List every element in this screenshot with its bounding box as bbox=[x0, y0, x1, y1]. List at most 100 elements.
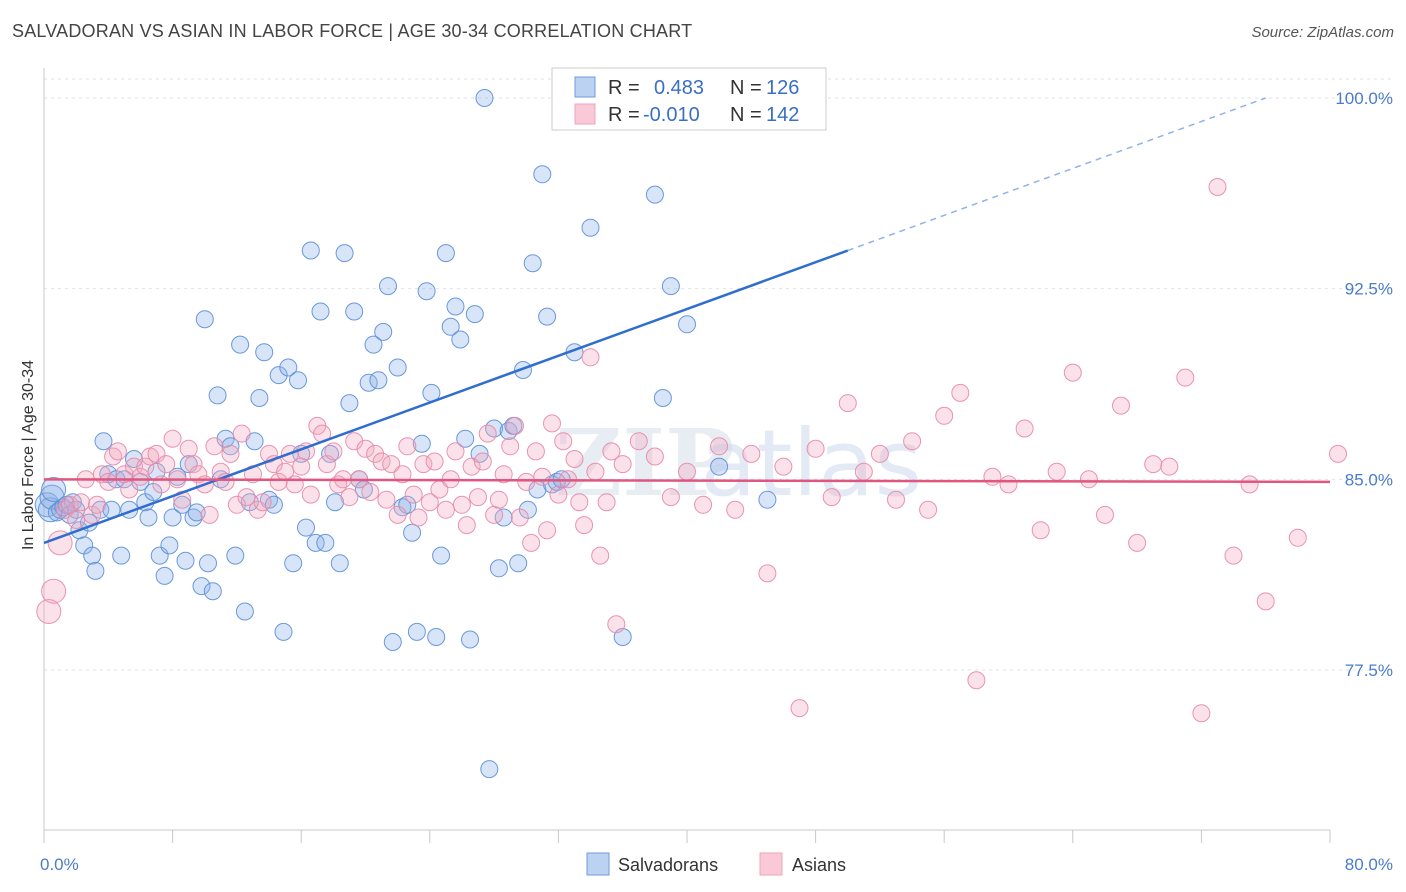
point-salvadorans-94 bbox=[446, 297, 465, 316]
point-asians-30 bbox=[200, 505, 219, 524]
point-asians-70 bbox=[414, 455, 433, 474]
point-asians-107 bbox=[613, 455, 632, 474]
point-salvadorans-17 bbox=[94, 432, 113, 451]
point-asians-141 bbox=[1160, 457, 1179, 476]
point-salvadorans-14 bbox=[83, 546, 102, 565]
point-asians-77 bbox=[452, 495, 471, 514]
bottom-legend-swatch-salvadorans bbox=[586, 852, 610, 876]
point-salvadorans-101 bbox=[480, 760, 499, 779]
point-asians-56 bbox=[340, 488, 359, 507]
point-asians-131 bbox=[999, 475, 1018, 494]
trend-lines bbox=[43, 97, 1331, 545]
point-asians-105 bbox=[602, 442, 621, 461]
point-asians-139 bbox=[1128, 533, 1147, 552]
point-asians-100 bbox=[575, 516, 594, 535]
point-asians-103 bbox=[591, 546, 610, 565]
point-asians-12 bbox=[104, 447, 123, 466]
trend-line-salvadorans bbox=[43, 249, 849, 545]
y-tick-label-3: 77.5% bbox=[1345, 661, 1393, 680]
point-salvadorans-123 bbox=[678, 315, 696, 334]
legend-n-value-1: 142 bbox=[766, 104, 799, 126]
point-salvadorans-87 bbox=[412, 434, 431, 453]
point-asians-90 bbox=[522, 533, 541, 552]
x-tick-label-max: 80.0% bbox=[1345, 855, 1393, 874]
point-asians-120 bbox=[822, 488, 841, 507]
point-salvadorans-21 bbox=[112, 546, 131, 565]
point-asians-116 bbox=[758, 564, 777, 583]
point-asians-31 bbox=[205, 437, 224, 456]
point-asians-67 bbox=[398, 437, 417, 456]
point-asians-5 bbox=[67, 511, 86, 529]
point-asians-93 bbox=[538, 521, 557, 540]
point-asians-69 bbox=[409, 508, 428, 527]
point-salvadorans-41 bbox=[195, 310, 214, 329]
point-asians-43 bbox=[269, 472, 288, 491]
point-salvadorans-71 bbox=[335, 244, 354, 263]
point-salvadorans-92 bbox=[436, 244, 455, 263]
point-asians-15 bbox=[120, 480, 139, 499]
point-asians-1 bbox=[41, 578, 67, 604]
chart-title: SALVADORAN VS ASIAN IN LABOR FORCE | AGE… bbox=[12, 21, 693, 41]
point-salvadorans-68 bbox=[321, 444, 340, 463]
point-salvadorans-77 bbox=[364, 335, 383, 354]
source-label: Source: ZipAtlas.com bbox=[1251, 24, 1394, 41]
y-axis-label: In Labor Force | Age 30-34 bbox=[20, 360, 37, 550]
point-salvadorans-90 bbox=[427, 628, 446, 646]
point-salvadorans-36 bbox=[176, 551, 195, 570]
legend-swatch-salvadorans bbox=[574, 76, 596, 98]
point-asians-40 bbox=[253, 493, 272, 512]
point-asians-3 bbox=[55, 500, 74, 519]
point-asians-53 bbox=[324, 442, 343, 461]
point-asians-65 bbox=[388, 505, 407, 524]
point-asians-9 bbox=[88, 495, 106, 514]
point-asians-82 bbox=[478, 424, 497, 443]
point-asians-114 bbox=[726, 500, 745, 519]
point-salvadorans-85 bbox=[403, 523, 422, 542]
point-asians-144 bbox=[1208, 178, 1227, 196]
point-salvadorans-33 bbox=[163, 508, 182, 527]
point-asians-17 bbox=[131, 467, 150, 486]
bottom-legend-label-asians: Asians bbox=[792, 855, 846, 875]
trend-line-asians bbox=[43, 478, 1331, 484]
point-salvadorans-15 bbox=[86, 561, 105, 580]
point-asians-64 bbox=[382, 455, 401, 474]
point-salvadorans-37 bbox=[179, 455, 198, 474]
point-asians-95 bbox=[549, 485, 568, 504]
point-salvadorans-61 bbox=[289, 371, 307, 390]
point-asians-4 bbox=[60, 495, 79, 514]
legend-r-value-0: 0.483 bbox=[654, 77, 704, 99]
point-asians-148 bbox=[1288, 528, 1307, 547]
point-salvadorans-118 bbox=[581, 218, 600, 237]
point-salvadorans-82 bbox=[388, 358, 407, 377]
legend-n-value-0: 126 bbox=[766, 77, 799, 99]
point-asians-125 bbox=[903, 432, 922, 451]
point-salvadorans-63 bbox=[297, 518, 315, 537]
point-asians-147 bbox=[1256, 592, 1275, 611]
point-asians-127 bbox=[935, 406, 954, 425]
point-asians-49 bbox=[301, 485, 320, 504]
point-salvadorans-97 bbox=[461, 630, 479, 649]
point-asians-110 bbox=[661, 488, 680, 507]
point-asians-129 bbox=[967, 671, 986, 690]
point-salvadorans-108 bbox=[514, 361, 532, 379]
point-asians-140 bbox=[1144, 455, 1163, 474]
point-salvadorans-91 bbox=[432, 546, 451, 565]
point-asians-86 bbox=[501, 437, 520, 456]
point-salvadorans-53 bbox=[250, 389, 269, 407]
point-asians-23 bbox=[163, 429, 182, 448]
point-asians-112 bbox=[694, 495, 713, 514]
point-asians-59 bbox=[356, 439, 375, 458]
point-asians-121 bbox=[838, 394, 857, 413]
point-asians-36 bbox=[232, 424, 251, 443]
point-asians-22 bbox=[157, 455, 176, 474]
point-salvadorans-73 bbox=[345, 302, 364, 321]
point-asians-72 bbox=[425, 452, 444, 471]
point-salvadorans-125 bbox=[758, 490, 777, 509]
point-asians-94 bbox=[543, 414, 561, 433]
point-salvadorans-35 bbox=[173, 495, 192, 514]
point-asians-74 bbox=[436, 500, 455, 519]
legend-swatch-asians bbox=[574, 103, 596, 125]
y-tick-labels: 100.0% 92.5% 85.0% 77.5% bbox=[1335, 89, 1393, 680]
point-salvadorans-100 bbox=[475, 89, 494, 107]
point-asians-126 bbox=[919, 500, 938, 519]
